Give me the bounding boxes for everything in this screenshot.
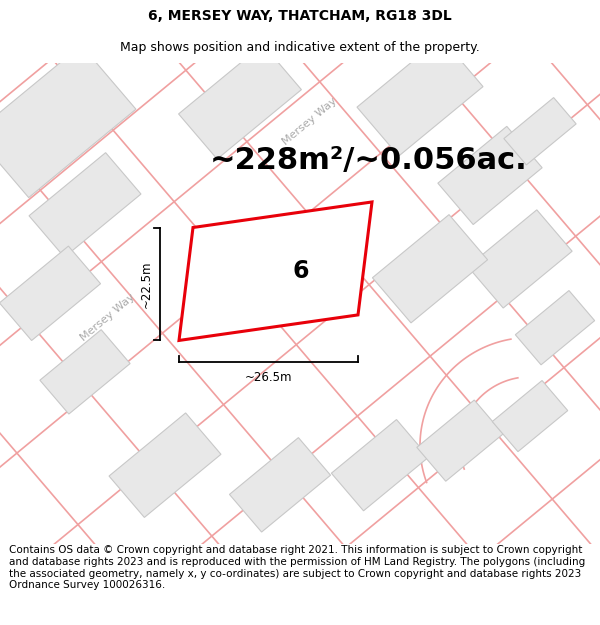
Polygon shape [492,381,568,452]
Polygon shape [229,438,331,532]
Text: Contains OS data © Crown copyright and database right 2021. This information is : Contains OS data © Crown copyright and d… [9,545,585,590]
Polygon shape [417,400,503,481]
Text: Mersey Way: Mersey Way [79,292,137,343]
Polygon shape [29,152,141,257]
Polygon shape [331,419,428,511]
Text: ~26.5m: ~26.5m [245,371,292,384]
Polygon shape [109,413,221,518]
Text: Map shows position and indicative extent of the property.: Map shows position and indicative extent… [120,41,480,54]
Text: ~228m²/~0.056ac.: ~228m²/~0.056ac. [210,146,528,175]
Polygon shape [468,210,572,308]
Polygon shape [373,214,488,323]
Polygon shape [0,246,101,341]
Polygon shape [504,98,576,165]
Polygon shape [179,202,372,341]
Polygon shape [438,126,542,224]
Polygon shape [515,291,595,365]
Polygon shape [357,38,483,156]
Polygon shape [0,45,136,198]
Text: ~22.5m: ~22.5m [139,260,152,308]
Polygon shape [40,330,130,414]
Text: 6: 6 [292,259,309,283]
Text: 6, MERSEY WAY, THATCHAM, RG18 3DL: 6, MERSEY WAY, THATCHAM, RG18 3DL [148,9,452,23]
Text: Mersey Way: Mersey Way [281,96,339,147]
Polygon shape [179,44,301,159]
